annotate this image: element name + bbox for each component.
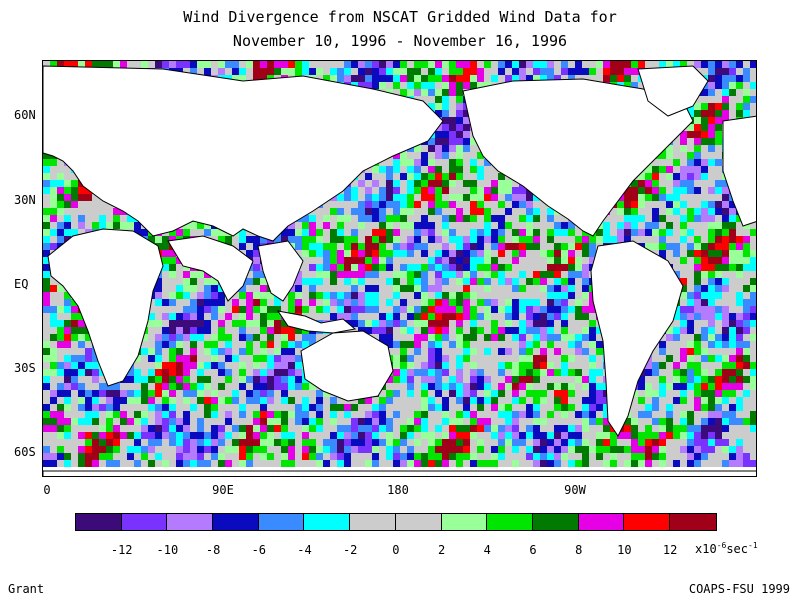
- land-australia: [300, 330, 394, 402]
- color-swatch-3: [213, 514, 259, 530]
- land-europe-west: [722, 115, 756, 227]
- color-tick-label: -6: [251, 543, 267, 557]
- divergence-map: [42, 60, 757, 477]
- color-tick-label: -12: [110, 543, 133, 557]
- land-greenland: [637, 65, 709, 117]
- land-south-america: [590, 240, 684, 437]
- color-swatch-10: [532, 514, 579, 530]
- color-swatch-7: [395, 514, 442, 530]
- land-indonesia: [276, 310, 357, 334]
- color-swatch-8: [441, 514, 488, 530]
- color-tick-label: -10: [156, 543, 179, 557]
- color-tick-label: 2: [437, 543, 446, 557]
- chart-title-line-2: November 10, 1996 - November 16, 1996: [232, 32, 568, 50]
- color-tick-label: 0: [392, 543, 400, 557]
- color-scale-bar: [75, 513, 717, 531]
- color-tick-label: 8: [575, 543, 583, 557]
- lat-label-30n: 30N: [14, 193, 36, 207]
- color-tick-label: -8: [205, 543, 221, 557]
- lon-label-0: 0: [43, 483, 51, 497]
- color-tick-label: -4: [297, 543, 312, 557]
- lon-label-90e: 90E: [212, 483, 234, 497]
- land-antarctica: [43, 470, 756, 476]
- lat-label-eq: EQ: [14, 277, 29, 291]
- lon-label-180: 180: [387, 483, 409, 497]
- land-masses: [43, 65, 756, 476]
- color-swatch-4: [258, 514, 305, 530]
- color-tick-label: -2: [342, 543, 358, 557]
- color-swatch-12: [624, 514, 670, 530]
- color-swatch-6: [350, 514, 396, 530]
- author-credit: Grant: [8, 582, 45, 596]
- land-eurasia: [43, 65, 444, 242]
- color-swatch-9: [487, 514, 533, 530]
- color-swatch-11: [578, 514, 625, 530]
- color-swatch-1: [121, 514, 168, 530]
- lon-label-90w: 90W: [564, 483, 586, 497]
- lat-label-60n: 60N: [14, 108, 36, 122]
- lat-label-60s: 60S: [14, 445, 36, 459]
- color-swatch-0: [76, 514, 122, 530]
- map-field-svg: [43, 61, 756, 476]
- color-tick-label: 4: [483, 543, 491, 557]
- chart-title-line-1: Wind Divergence from NSCAT Gridded Wind …: [183, 8, 617, 26]
- land-india: [167, 235, 254, 302]
- organization-credit: COAPS-FSU 1999: [688, 582, 790, 596]
- land-se-asia: [257, 240, 304, 302]
- land-africa: [47, 228, 164, 387]
- lat-label-30s: 30S: [14, 361, 36, 375]
- color-scale-unit: x10-6sec-1: [695, 541, 758, 556]
- color-swatch-2: [167, 514, 214, 530]
- color-tick-label: 12: [662, 543, 678, 557]
- color-swatch-5: [304, 514, 351, 530]
- color-tick-label: 10: [617, 543, 632, 557]
- color-tick-label: 6: [529, 543, 537, 557]
- color-swatch-13: [669, 514, 716, 530]
